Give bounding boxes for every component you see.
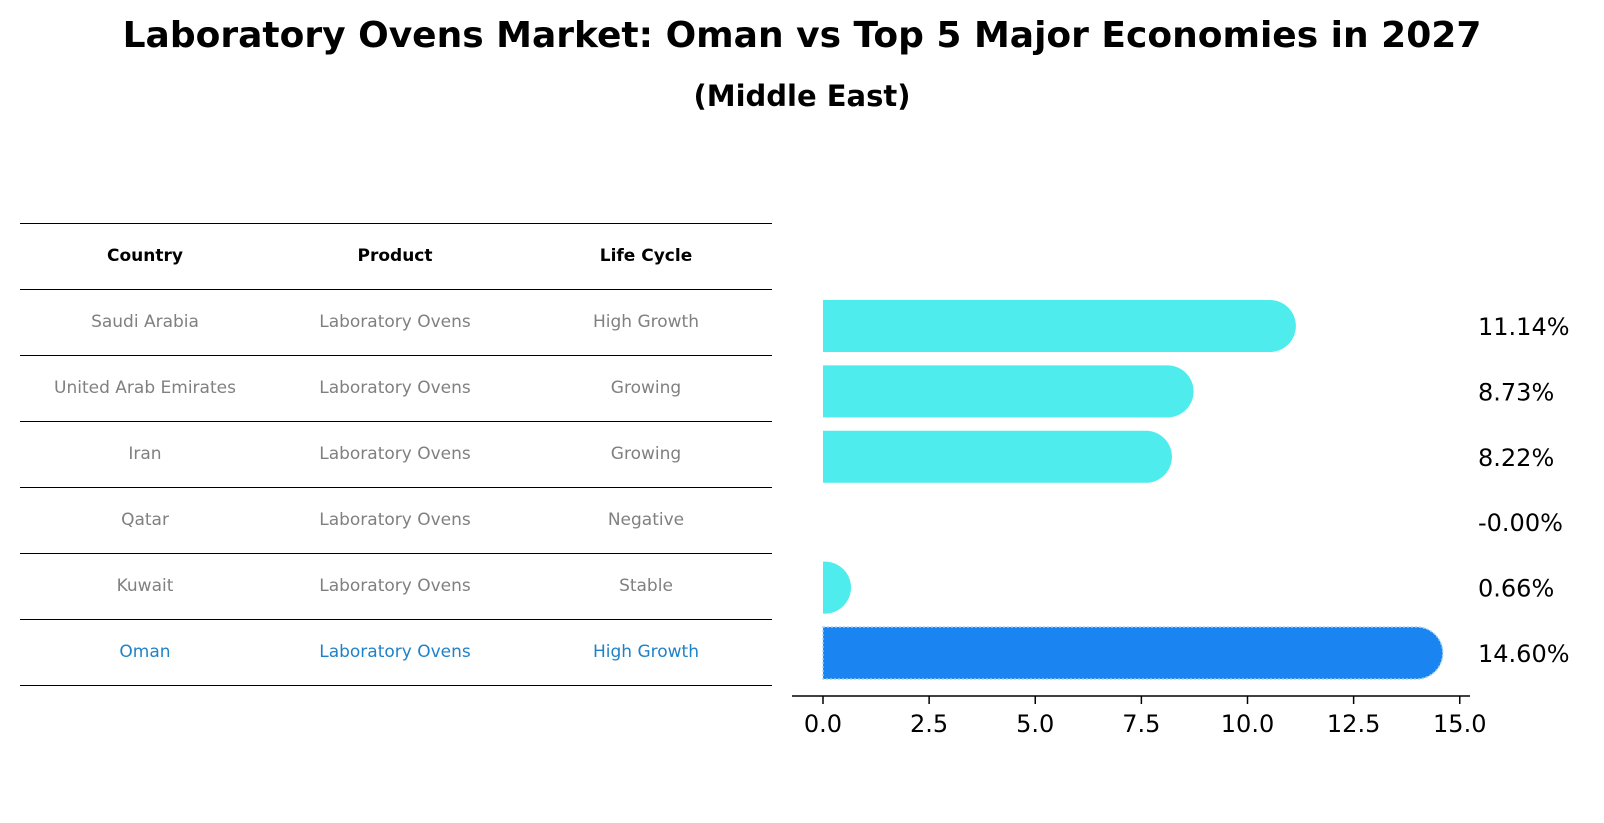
cell-life-cycle: Stable [619,576,673,596]
cell-country: United Arab Emirates [54,378,236,398]
x-tick-label: 0.0 [804,710,842,738]
x-tick-label: 12.5 [1327,710,1380,738]
cell-product: Laboratory Ovens [319,312,471,332]
chart-subtitle: (Middle East) [693,79,911,113]
table-row: Iran Laboratory Ovens Growing [20,421,772,487]
bar [823,365,1194,418]
table-row: Saudi Arabia Laboratory Ovens High Growt… [20,289,772,355]
table-header-row: Country Product Life Cycle [20,223,772,289]
x-tick-label: 15.0 [1433,710,1486,738]
cell-life-cycle: Growing [610,444,682,464]
cell-life-cycle: High Growth [592,642,699,662]
bar [823,430,1172,483]
table-row: Kuwait Laboratory Ovens Stable [20,553,772,619]
cell-country: Saudi Arabia [91,312,199,332]
cell-life-cycle: Negative [607,510,685,530]
bar-highlight-outline [822,626,1444,680]
bar [823,300,1296,352]
cell-country: Qatar [121,510,169,530]
cell-product: Laboratory Ovens [319,510,471,530]
cell-country: Oman [119,642,171,662]
value-label: 8.22% [1478,444,1554,472]
table-row: Qatar Laboratory Ovens Negative [20,487,772,553]
chart-title: Laboratory Ovens Market: Oman vs Top 5 M… [122,15,1482,56]
x-tick-label: 10.0 [1221,710,1274,738]
cell-product: Laboratory Ovens [319,642,471,662]
value-label: 0.66% [1478,575,1554,603]
x-tick-label: 7.5 [1122,710,1160,738]
cell-country: Iran [128,444,162,464]
x-tick-label: 5.0 [1016,710,1054,738]
value-label: 11.14% [1478,313,1570,341]
header-life-cycle: Life Cycle [599,246,693,266]
cell-product: Laboratory Ovens [319,576,471,596]
bar-highlight [823,627,1443,679]
cell-product: Laboratory Ovens [319,378,471,398]
value-label: 14.60% [1478,640,1570,668]
header-product: Product [357,246,433,266]
value-label: -0.00% [1478,509,1563,537]
x-tick-label: 2.5 [910,710,948,738]
table-row-highlight: Oman Laboratory Ovens High Growth [20,619,772,686]
cell-life-cycle: High Growth [592,312,699,332]
cell-life-cycle: Growing [610,378,682,398]
cell-product: Laboratory Ovens [319,444,471,464]
table-row: United Arab Emirates Laboratory Ovens Gr… [20,355,772,421]
header-country: Country [107,246,183,266]
bar [823,561,852,614]
value-label: 8.73% [1478,378,1554,406]
cell-country: Kuwait [116,576,174,596]
